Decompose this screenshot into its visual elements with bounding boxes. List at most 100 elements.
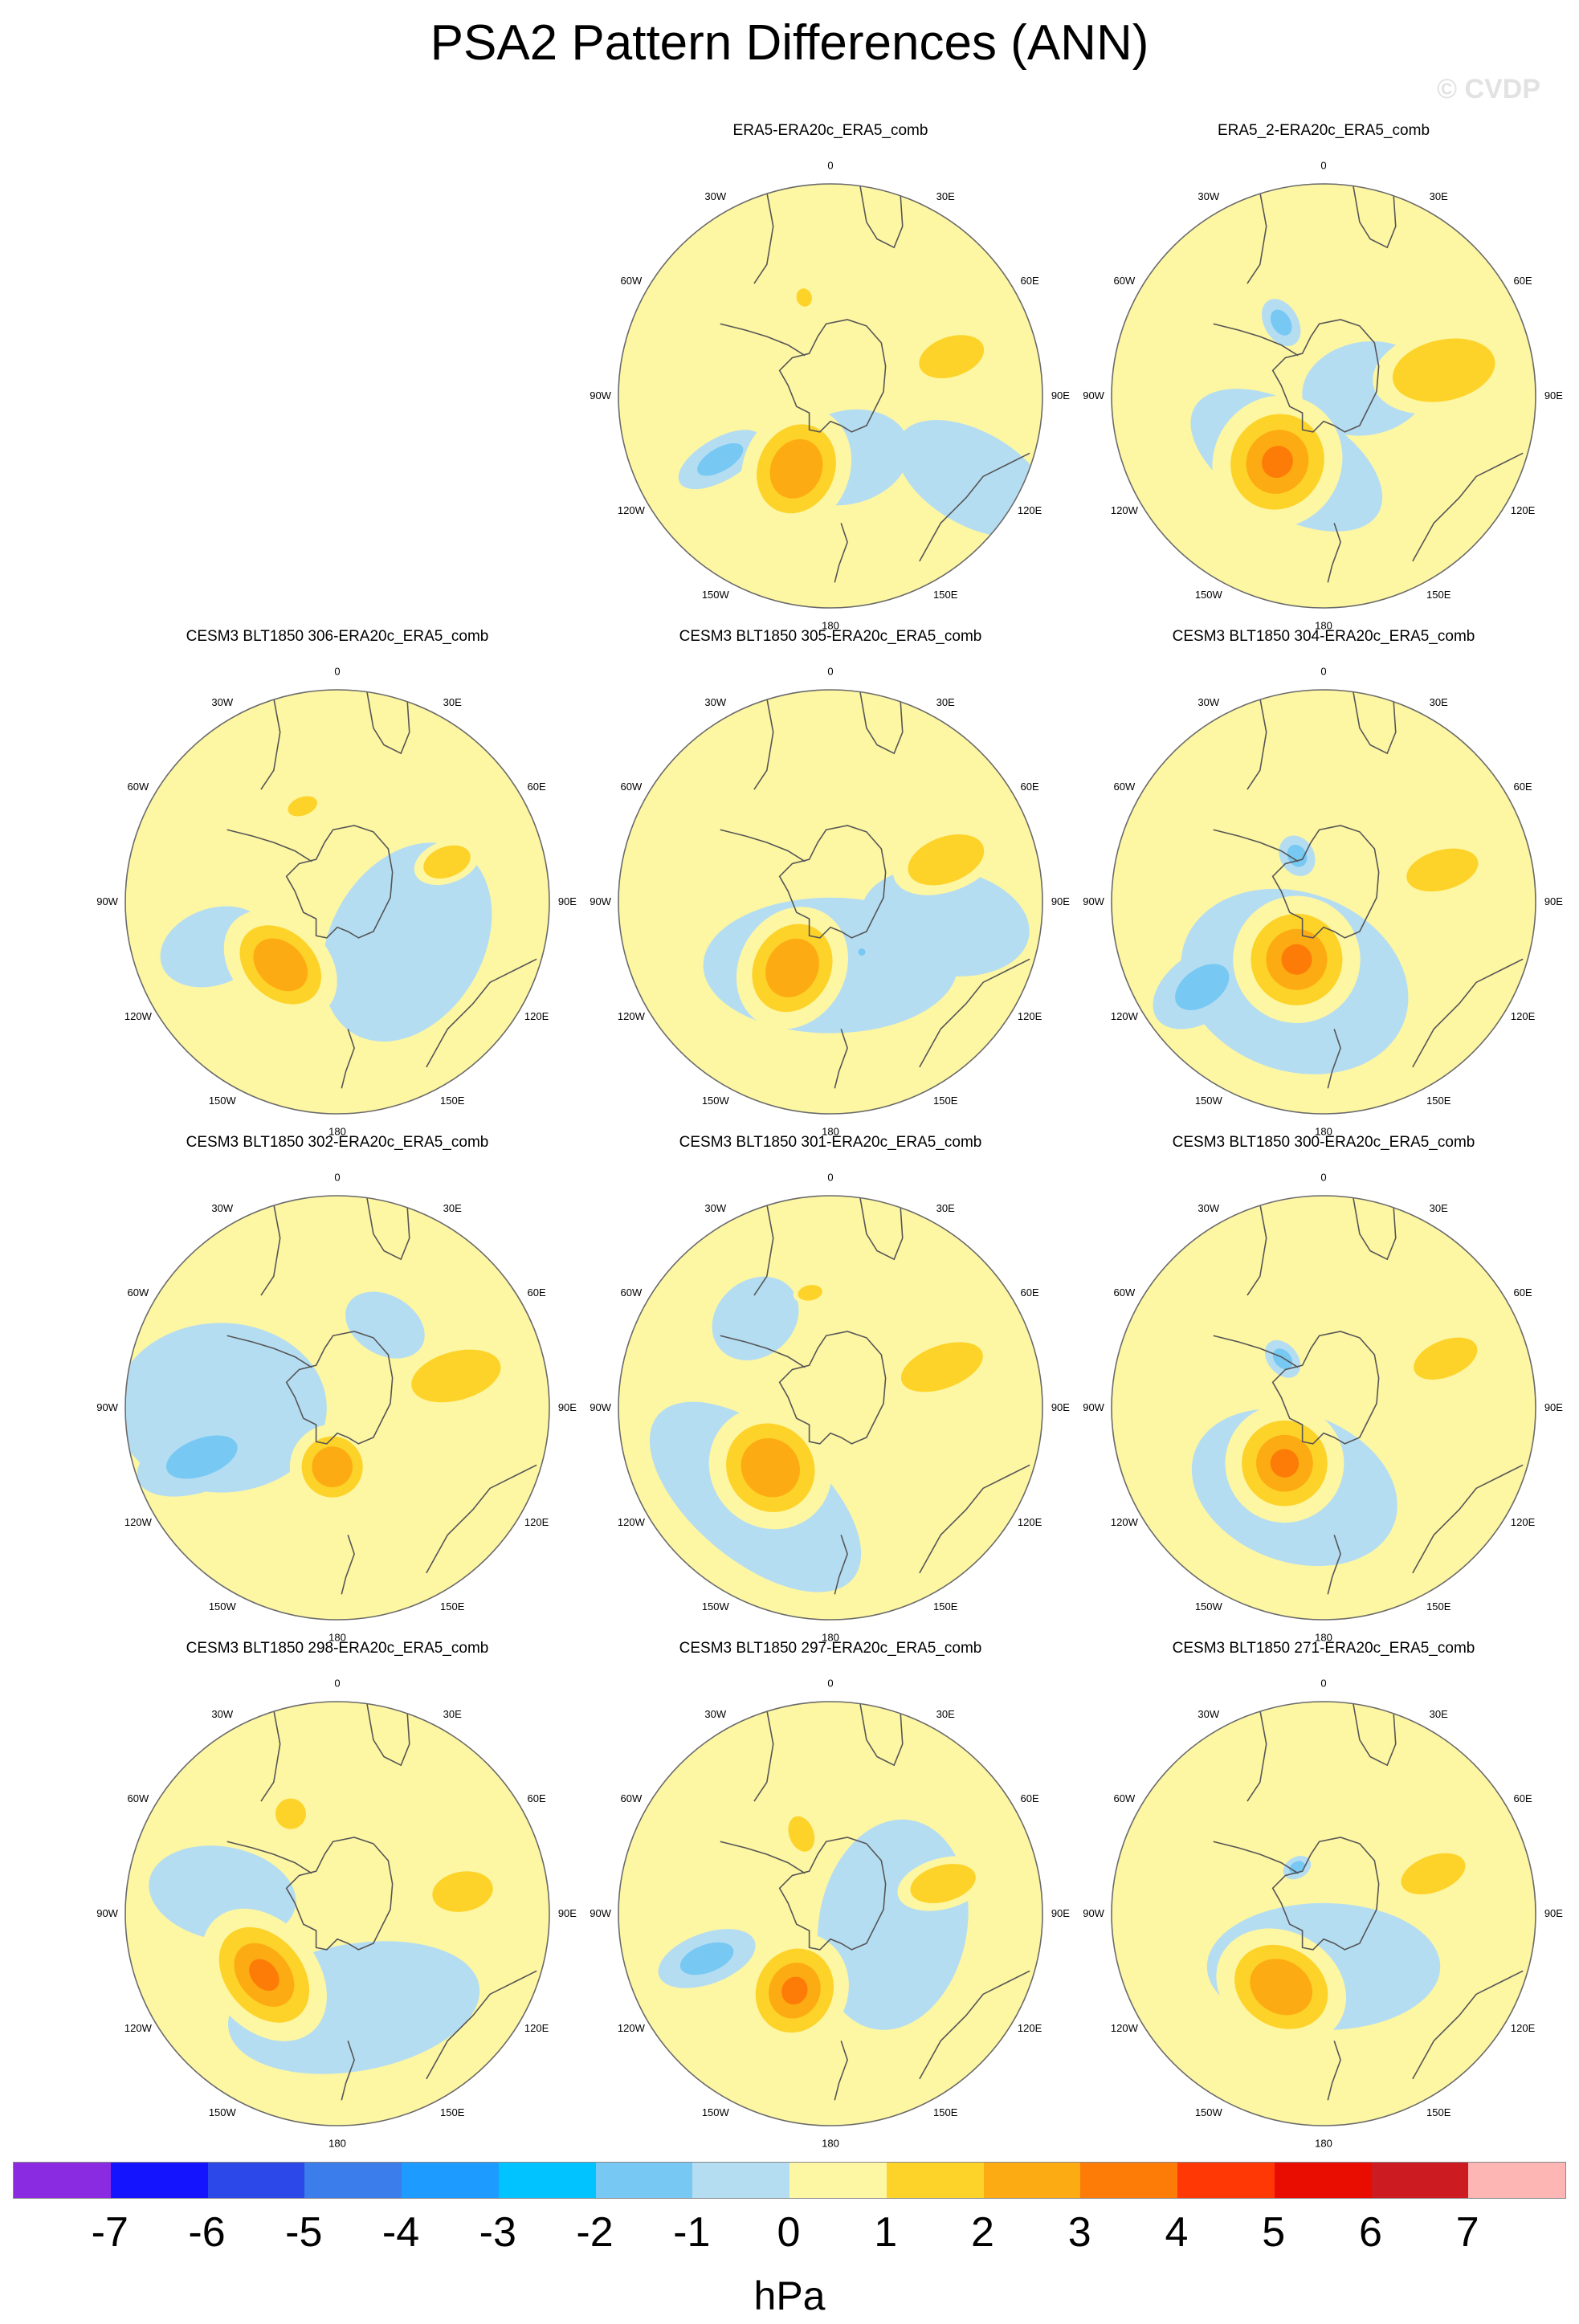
longitude-label: 30E <box>936 1708 955 1720</box>
colorbar-tick: -1 <box>673 2209 711 2256</box>
colorbar-swatch <box>304 2163 402 2198</box>
longitude-label: 60W <box>128 1286 149 1299</box>
positive-anomaly-contour-2 <box>765 938 819 997</box>
positive-anomaly-contour-1 <box>423 845 471 879</box>
negative-anomaly-core <box>1270 309 1292 336</box>
map-boundary <box>1111 1701 1536 2126</box>
south-america-coastline <box>1246 698 1267 790</box>
map-panel: CESM3 BLT1850 301-ERA20c_ERA5_comb 0 30E 60… <box>573 1131 1087 1645</box>
colorbar-swatch <box>207 2163 305 2198</box>
longitude-label: 150W <box>1195 1600 1223 1613</box>
longitude-label: 120W <box>124 2022 153 2034</box>
africa-coastline <box>859 1703 904 1767</box>
longitude-label: 30E <box>1430 1202 1448 1214</box>
cvdp-watermark: © CVDP <box>1437 74 1540 104</box>
longitude-label: 120W <box>618 1010 646 1022</box>
antarctica-coastline <box>285 1331 394 1445</box>
longitude-label: 60W <box>1114 781 1136 793</box>
colorbar-tick: 4 <box>1165 2209 1189 2256</box>
negative-anomaly-core <box>165 1435 238 1479</box>
positive-anomaly-contour-3 <box>781 1976 808 2005</box>
positive-anomaly-contour-1 <box>275 1798 306 1829</box>
longitude-label: 90E <box>1544 389 1563 402</box>
africa-coastline <box>859 691 904 755</box>
longitude-label: 90W <box>96 1401 118 1413</box>
longitude-label: 120W <box>618 1516 646 1528</box>
longitude-label: 60E <box>1021 1792 1039 1804</box>
colorbar-swatch <box>886 2163 984 2198</box>
longitude-label: 90W <box>590 1907 611 1919</box>
map-boundary <box>618 183 1043 609</box>
longitude-label: 150W <box>702 2106 730 2118</box>
colorbar-tick: 3 <box>1067 2209 1091 2256</box>
panel-title: CESM3 BLT1850 298-ERA20c_ERA5_comb <box>186 1640 489 1657</box>
peninsula-coastline <box>720 1841 806 1874</box>
map-panel: ERA5-ERA20c_ERA5_comb 0 30E 60E 90E 120E 150E 1… <box>573 119 1087 633</box>
longitude-label: 90W <box>1083 895 1104 907</box>
positive-anomaly-contour-1 <box>910 1864 976 1903</box>
longitude-label: 150W <box>1195 1095 1223 1107</box>
longitude-label: 150W <box>209 1095 237 1107</box>
new-zealand-coastline <box>341 1029 355 1089</box>
new-zealand-coastline <box>1327 1535 1341 1595</box>
longitude-label: 120W <box>1111 1516 1139 1528</box>
antarctica-coastline <box>778 319 887 433</box>
south-america-coastline <box>260 698 281 790</box>
positive-anomaly-contour-3 <box>249 1959 279 1992</box>
positive-anomaly-contour-1 <box>919 335 985 379</box>
panel-title: CESM3 BLT1850 271-ERA20c_ERA5_comb <box>1172 1640 1475 1657</box>
africa-coastline <box>1353 1197 1397 1261</box>
longitude-label: 150W <box>702 589 730 601</box>
map-panel: CESM3 BLT1850 271-ERA20c_ERA5_comb 0 30E 60… <box>1067 1637 1579 2151</box>
longitude-label: 0 <box>827 666 833 678</box>
south-america-coastline <box>753 1204 774 1296</box>
longitude-label: 150E <box>933 1600 958 1613</box>
polar-map: 0 30E 60E 90E 120E 150E 180 150W 120W 90W 60W 30W <box>590 1172 1070 1644</box>
africa-coastline <box>1353 1703 1397 1767</box>
longitude-label: 0 <box>334 1172 340 1184</box>
longitude-label: 30E <box>936 190 955 202</box>
longitude-label: 0 <box>334 666 340 678</box>
positive-anomaly-contour-1 <box>432 1871 493 1912</box>
negative-anomaly-core <box>1272 1348 1293 1370</box>
colorbar-tick: 1 <box>874 2209 898 2256</box>
colorbar-tick: 2 <box>971 2209 994 2256</box>
positive-anomaly-contour-1 <box>1401 1853 1466 1895</box>
map-boundary <box>124 1701 550 2126</box>
map-boundary <box>1111 689 1536 1115</box>
longitude-label: 90E <box>1051 389 1070 402</box>
longitude-label: 90E <box>1544 1401 1563 1413</box>
longitude-label: 150W <box>702 1095 730 1107</box>
longitude-label: 120E <box>524 1516 549 1528</box>
positive-anomaly-contour-2 <box>741 1437 801 1498</box>
longitude-label: 60E <box>1514 1286 1532 1299</box>
longitude-label: 120W <box>1111 1010 1139 1022</box>
south-america-coastline <box>1246 192 1267 284</box>
longitude-label: 180 <box>1315 1631 1332 1643</box>
positive-anomaly-contour-3 <box>1281 944 1312 975</box>
new-zealand-coastline <box>1327 523 1341 583</box>
longitude-label: 120W <box>1111 2022 1139 2034</box>
map-boundary <box>618 1701 1043 2126</box>
map-boundary <box>1111 183 1536 609</box>
australia-coastline <box>919 958 1030 1068</box>
panel-title: CESM3 BLT1850 306-ERA20c_ERA5_comb <box>186 628 489 645</box>
positive-anomaly-contour-2 <box>312 1446 353 1488</box>
longitude-label: 90E <box>1051 1907 1070 1919</box>
colorbar-swatch <box>983 2163 1081 2198</box>
new-zealand-coastline <box>341 1535 355 1595</box>
longitude-label: 180 <box>1315 2137 1332 2149</box>
positive-background-field <box>618 184 1042 608</box>
positive-anomaly-contour-1 <box>900 1342 983 1392</box>
panel-title: CESM3 BLT1850 300-ERA20c_ERA5_comb <box>1172 1134 1475 1151</box>
longitude-label: 0 <box>1320 666 1326 678</box>
longitude-label: 60E <box>1021 275 1039 287</box>
longitude-label: 150W <box>1195 589 1223 601</box>
colorbar-swatch <box>790 2163 887 2198</box>
africa-coastline <box>366 1703 410 1767</box>
colorbar-tick: -5 <box>285 2209 323 2256</box>
colorbar-tick: -4 <box>381 2209 420 2256</box>
australia-coastline <box>919 1970 1030 2080</box>
longitude-label: 180 <box>822 1631 839 1643</box>
longitude-label: 150E <box>1426 589 1451 601</box>
